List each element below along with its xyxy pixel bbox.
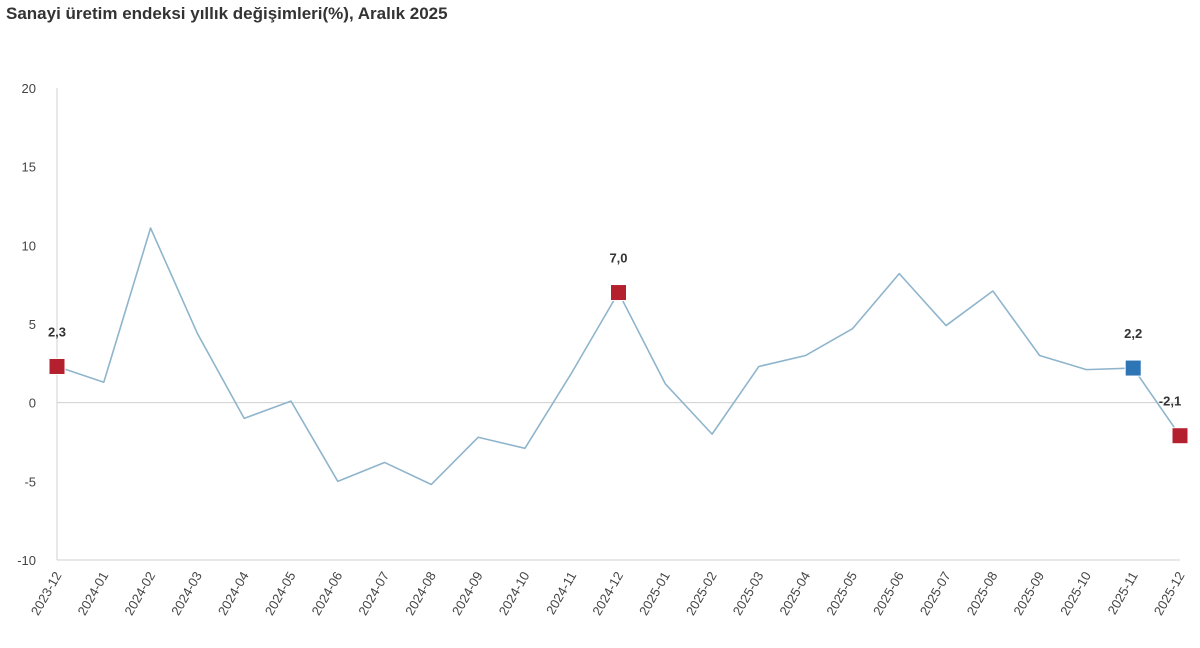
y-tick-label: 0 (29, 396, 36, 411)
series-line (56, 227, 1181, 486)
chart-axes (56, 88, 1180, 561)
highlight-marker (1171, 427, 1189, 445)
x-tick-label: 2024-11 (543, 569, 579, 617)
highlight-markers: 2,3 7,0 2,2 -2,1 (48, 251, 1189, 445)
chart-title: Sanayi üretim endeksi yıllık değişimleri… (6, 4, 448, 23)
x-tick-label: 2024-01 (75, 569, 112, 618)
data-label: -2,1 (1159, 394, 1181, 409)
data-label: 2,2 (1124, 326, 1142, 341)
x-tick-label: 2025-12 (1151, 569, 1188, 618)
x-tick-label: 2025-10 (1057, 569, 1094, 618)
x-tick-label: 2024-04 (215, 569, 252, 618)
x-tick-label: 2025-05 (823, 569, 860, 618)
x-axis-ticks: 2023-12 2024-01 2024-02 2024-03 2024-04 2024-… (28, 569, 1188, 618)
x-tick-label: 2024-02 (121, 569, 158, 618)
series-layer (56, 227, 1181, 486)
y-axis-ticks: -10 -5 0 5 10 15 20 (17, 81, 36, 568)
y-tick-label: 20 (22, 81, 36, 96)
highlight-marker (1124, 359, 1142, 377)
data-label: 2,3 (48, 324, 66, 339)
highlight-marker (610, 284, 627, 302)
x-tick-label: 2025-09 (1010, 569, 1047, 618)
data-label: 7,0 (609, 251, 627, 266)
x-tick-label: 2024-07 (355, 569, 392, 618)
x-tick-label: 2024-10 (496, 569, 533, 618)
y-tick-label: -5 (24, 474, 36, 489)
x-tick-label: 2024-06 (308, 569, 345, 618)
y-tick-label: 10 (22, 238, 36, 253)
x-tick-label: 2024-03 (168, 569, 205, 618)
x-tick-label: 2025-11 (1104, 569, 1140, 617)
y-tick-label: -10 (17, 553, 36, 568)
x-tick-label: 2024-05 (262, 569, 299, 618)
y-tick-label: 15 (22, 160, 36, 175)
x-tick-label: 2023-12 (28, 569, 65, 618)
x-tick-label: 2025-03 (730, 569, 767, 618)
x-tick-label: 2025-08 (964, 569, 1001, 618)
y-tick-label: 5 (29, 317, 36, 332)
x-tick-label: 2025-02 (683, 569, 720, 618)
x-tick-label: 2025-06 (870, 569, 907, 618)
x-tick-label: 2024-08 (402, 569, 439, 618)
x-tick-label: 2024-09 (449, 569, 486, 618)
x-tick-label: 2025-01 (636, 569, 673, 618)
highlight-marker (48, 357, 66, 375)
x-tick-label: 2025-04 (776, 569, 813, 618)
x-tick-label: 2025-07 (917, 569, 954, 618)
x-tick-label: 2024-12 (589, 569, 626, 618)
